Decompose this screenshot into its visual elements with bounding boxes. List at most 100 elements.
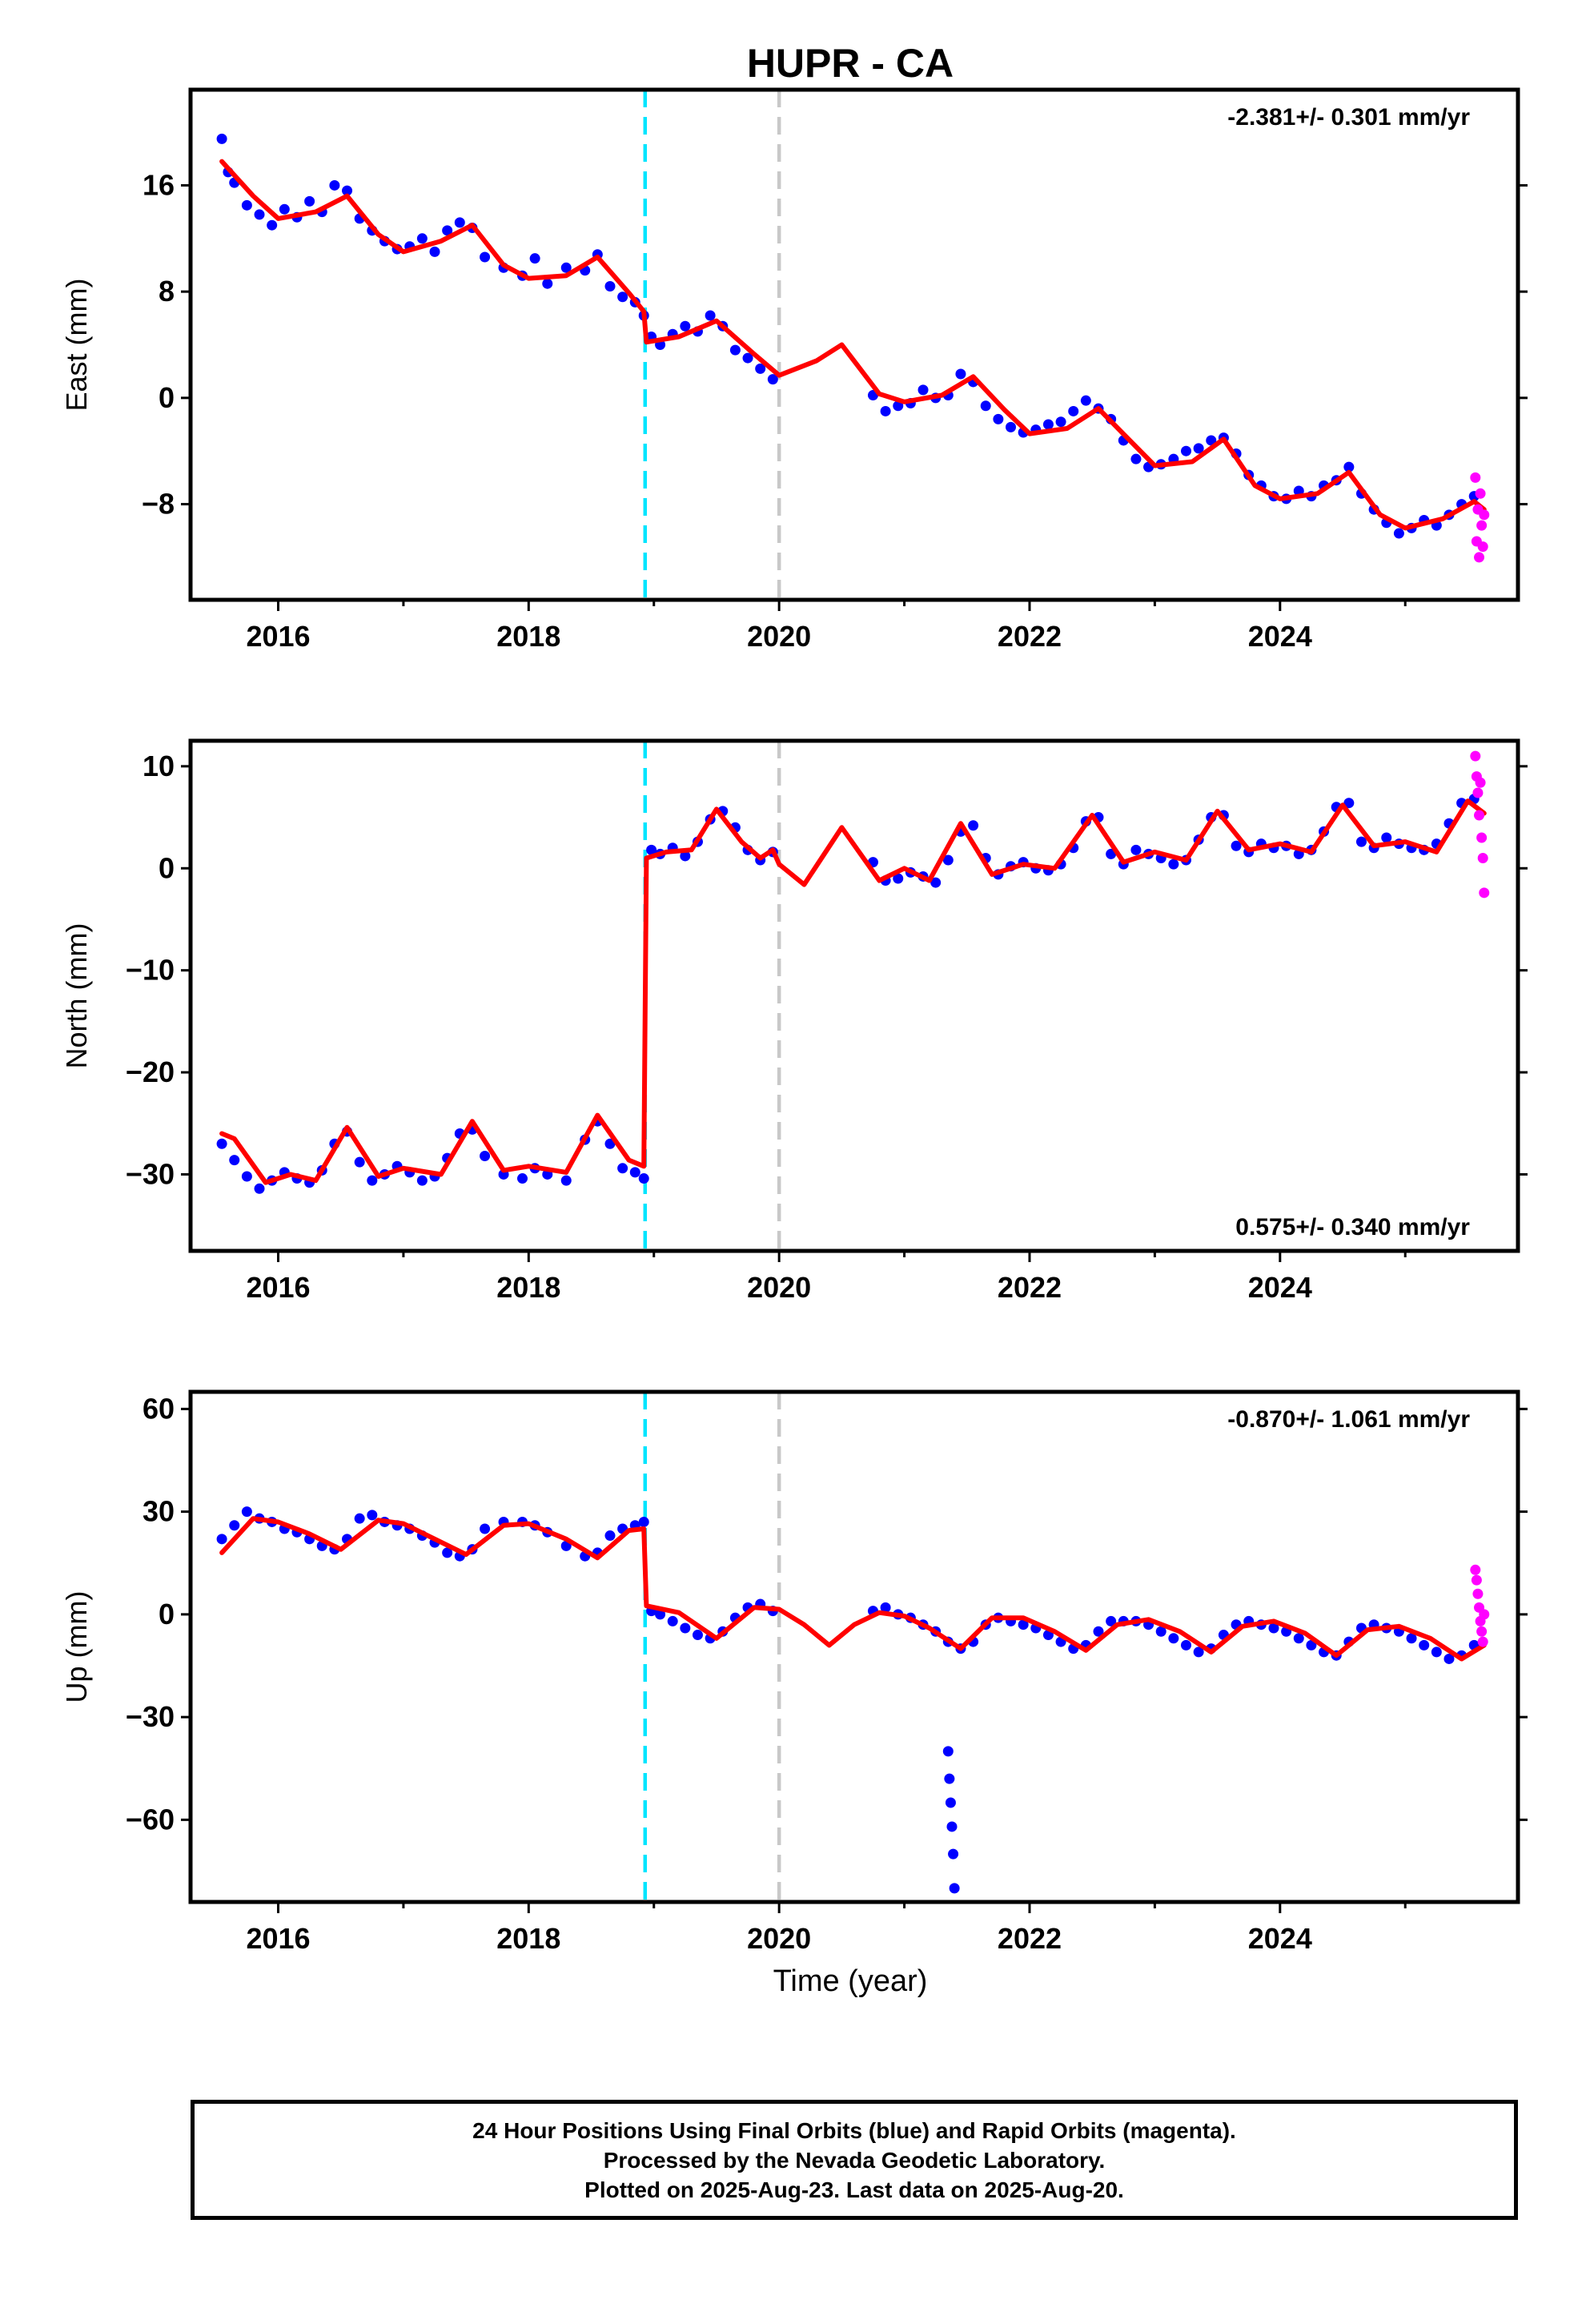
north-frame	[188, 738, 1520, 1253]
up-ytick-label: 0	[159, 1598, 175, 1630]
east-final-point	[329, 179, 340, 191]
up-ylabel: Up (mm)	[60, 1591, 93, 1703]
east-ytick-label: −8	[142, 488, 175, 521]
north-rapid-point	[1472, 787, 1484, 798]
footer-line-1: 24 Hour Positions Using Final Orbits (bl…	[472, 2117, 1236, 2143]
north-final-point	[893, 873, 904, 884]
east-frame	[188, 87, 1520, 602]
north-final-point	[1231, 840, 1242, 851]
up-final-point	[442, 1547, 453, 1558]
up-final-point	[944, 1773, 955, 1784]
east-final-point	[1193, 443, 1204, 454]
east-final-point	[880, 405, 891, 416]
east-xtick-label: 2016	[246, 620, 310, 653]
up-rapid-point	[1479, 1609, 1490, 1620]
north-rapid-point	[1470, 750, 1481, 762]
east-final-point	[1042, 419, 1054, 430]
east-final-point	[917, 384, 929, 396]
east-final-point	[342, 185, 353, 196]
up-xtick-label: 2016	[246, 1922, 310, 1955]
up-ytick-label: −60	[126, 1803, 175, 1835]
up-final-point	[1018, 1619, 1029, 1630]
north-final-point	[680, 850, 691, 862]
east-final-point	[1068, 405, 1079, 416]
up-final-point	[949, 1883, 960, 1894]
up-final-point	[1406, 1633, 1417, 1644]
up-final-point	[945, 1797, 956, 1808]
east-model-line	[219, 159, 1487, 531]
up-final-point	[948, 1848, 959, 1860]
east-final-point	[529, 253, 540, 264]
east-final-point	[742, 352, 753, 364]
north-final-point	[416, 1175, 428, 1186]
up-final-point	[1193, 1647, 1204, 1658]
east-plot-content	[216, 90, 1490, 600]
up-plot-content	[216, 1392, 1490, 1902]
east-final-point	[955, 368, 966, 380]
north-model-line	[219, 798, 1487, 1185]
up-final-point	[229, 1520, 240, 1531]
up-rapid-point	[1470, 1564, 1481, 1575]
east-final-point	[480, 251, 491, 263]
up-final-point	[216, 1534, 227, 1545]
north-ytick-label: −20	[126, 1055, 175, 1088]
up-ytick-label: −30	[126, 1700, 175, 1733]
north-final-point	[216, 1138, 227, 1149]
chart-title: HUPR - CA	[747, 41, 954, 86]
north-final-point	[1381, 832, 1392, 843]
north-final-point	[604, 1138, 616, 1149]
east-rapid-point	[1475, 488, 1486, 499]
up-rapid-point	[1471, 1574, 1482, 1586]
north-final-point	[942, 854, 954, 866]
north-final-point	[560, 1175, 572, 1186]
up-plot-area	[191, 1392, 1518, 1902]
east-plot-area	[191, 90, 1518, 600]
north-ytick-label: 0	[159, 851, 175, 884]
east-final-point	[680, 320, 691, 332]
north-final-point	[354, 1156, 365, 1168]
up-rate-label: -0.870+/- 1.061 mm/yr	[1227, 1406, 1470, 1433]
east-final-point	[542, 278, 553, 289]
north-rapid-point	[1477, 853, 1488, 864]
north-final-point	[1355, 836, 1367, 847]
east-final-point	[241, 199, 252, 211]
east-final-point	[254, 209, 265, 220]
east-rapid-point	[1479, 509, 1490, 521]
north-final-point	[968, 820, 979, 831]
x-axis-label: Time (year)	[773, 1964, 928, 1998]
up-ytick-label: 60	[143, 1392, 175, 1425]
east-ylabel: East (mm)	[60, 279, 93, 412]
north-final-point	[254, 1183, 265, 1194]
north-final-point	[241, 1171, 252, 1182]
north-final-point	[646, 844, 657, 855]
east-final-point	[416, 233, 428, 244]
north-rapid-point	[1479, 887, 1490, 899]
north-final-point	[629, 1167, 640, 1178]
east-rapid-point	[1470, 472, 1481, 483]
east-final-point	[1080, 395, 1091, 406]
up-rapid-point	[1477, 1636, 1488, 1647]
north-ytick-label: 10	[143, 750, 175, 782]
east-xtick-label: 2022	[998, 620, 1062, 653]
east-final-point	[442, 225, 453, 236]
north-plot-area	[191, 741, 1518, 1251]
east-final-point	[1181, 445, 1191, 456]
up-final-point	[1306, 1639, 1317, 1651]
east-rapid-point	[1476, 520, 1488, 531]
up-rapid-point	[1472, 1588, 1484, 1599]
up-final-point	[946, 1821, 958, 1832]
east-xtick-label: 2018	[496, 620, 560, 653]
up-final-point	[1443, 1653, 1455, 1664]
up-ytick-label: 30	[143, 1495, 175, 1528]
up-final-point	[480, 1523, 491, 1534]
east-final-point	[617, 292, 628, 303]
east-final-point	[1130, 453, 1142, 464]
north-final-point	[480, 1151, 491, 1162]
north-final-point	[517, 1173, 528, 1184]
up-final-point	[1155, 1626, 1166, 1637]
north-rapid-point	[1474, 810, 1485, 821]
north-rate-label: 0.575+/- 0.340 mm/yr	[1235, 1214, 1470, 1240]
up-final-point	[1106, 1615, 1117, 1626]
up-model-line	[219, 1516, 1487, 1662]
east-final-point	[893, 400, 904, 412]
